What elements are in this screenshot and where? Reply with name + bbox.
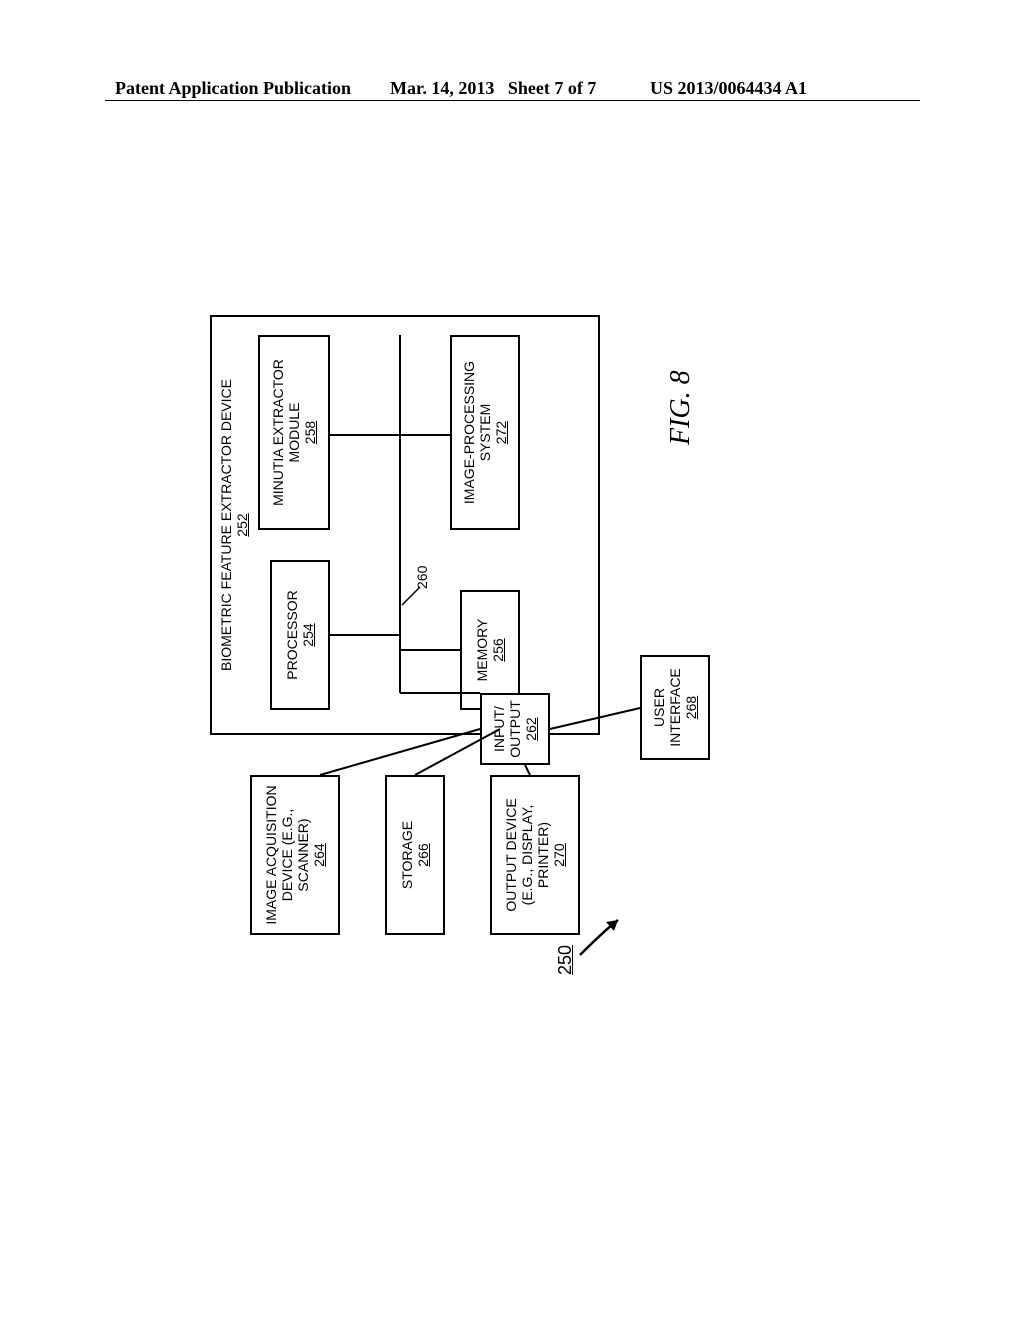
header-date: Mar. 14, 2013 (390, 78, 494, 98)
header-mid-date: Mar. 14, 2013 Sheet 7 of 7 (390, 78, 596, 99)
header-rule (105, 100, 920, 101)
figure-caption: FIG. 8 (665, 370, 697, 445)
header-sheet: Sheet 7 of 7 (508, 78, 597, 98)
header-left: Patent Application Publication (115, 78, 351, 99)
page: Patent Application Publication Mar. 14, … (0, 0, 1024, 1320)
diagram: 250 BIOMETRIC FEATURE EXTRACTOR DEVICE 2… (210, 235, 730, 935)
header-right: US 2013/0064434 A1 (650, 78, 807, 99)
diagram-container: 250 BIOMETRIC FEATURE EXTRACTOR DEVICE 2… (210, 235, 730, 935)
io-fan-edges (210, 235, 730, 935)
